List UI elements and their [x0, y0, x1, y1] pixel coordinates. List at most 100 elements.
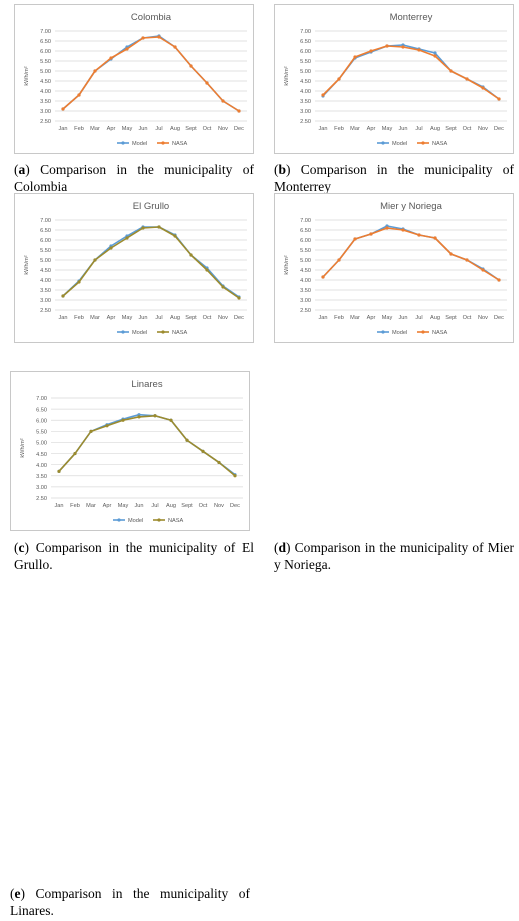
x-tick-label: Apr [367, 126, 376, 132]
data-point-nasa [141, 226, 145, 230]
x-tick-label: Jul [415, 126, 422, 132]
y-tick-label: 3.50 [40, 288, 51, 294]
x-tick-label: Mar [90, 315, 100, 321]
x-tick-label: Nov [478, 126, 488, 132]
y-tick-label: 4.00 [40, 89, 51, 95]
chart-title: El Grullo [133, 201, 169, 212]
x-tick-label: Apr [367, 315, 376, 321]
caption-text: Comparison in the municipality of Monter… [274, 162, 514, 194]
chart-panel-el-grullo: El Grullo 7.00 6.50 6.00 5.50 5.00 4.50 4.00 3.5… [14, 193, 254, 575]
x-tick-label: Dec [234, 126, 244, 132]
x-tick-label: Dec [234, 315, 244, 321]
data-point-nasa [185, 438, 189, 442]
y-tick-label: 5.50 [300, 59, 311, 65]
y-tick-label: 6.00 [40, 238, 51, 244]
y-tick-label: 4.00 [300, 89, 311, 95]
y-tick-label: 5.00 [300, 69, 311, 75]
x-tick-label: Apr [107, 126, 116, 132]
x-tick-label: Jan [318, 315, 327, 321]
x-tick-label: Oct [463, 315, 472, 321]
y-tick-label: 6.00 [300, 238, 311, 244]
data-point-nasa [221, 285, 225, 289]
data-point-nasa [481, 86, 485, 90]
x-tick-label: Jun [138, 315, 147, 321]
data-point-nasa [449, 69, 453, 73]
chart-title: Monterrey [390, 12, 433, 23]
legend-label-model: Model [392, 141, 407, 147]
chart-frame: El Grullo 7.00 6.50 6.00 5.50 5.00 4.50 4.00 3.5… [14, 193, 254, 343]
y-tick-label: 3.00 [36, 485, 47, 491]
legend-marker-model [381, 141, 385, 145]
y-tick-label: 3.50 [40, 99, 51, 105]
data-point-nasa [353, 237, 357, 241]
x-tick-label: May [122, 315, 133, 321]
y-tick-label: 3.50 [300, 99, 311, 105]
y-tick-label: 5.50 [36, 430, 47, 436]
chart-colombia: Colombia 7.00 6.50 6.00 5.50 5.00 4.50 4.00 3.50… [24, 12, 247, 147]
x-tick-label: Jul [155, 315, 162, 321]
legend-label-nasa: NASA [432, 141, 448, 147]
legend-marker-nasa [161, 330, 165, 334]
data-point-nasa [217, 460, 221, 465]
data-point-nasa [61, 107, 65, 111]
caption-label: d [278, 540, 287, 555]
chart-frame: Linares 7.00 6.50 6.00 5.50 5.00 4.50 4.00 3.50 3… [10, 371, 250, 531]
y-tick-label: 4.50 [300, 79, 311, 85]
data-point-nasa [417, 233, 421, 237]
caption-label: c [18, 540, 25, 555]
chart-frame: Colombia 7.00 6.50 6.00 5.50 5.00 4.50 4.00 3.50… [14, 4, 254, 154]
caption-text: Comparison in the municipality of Colomb… [14, 162, 254, 194]
legend: Model NASA [113, 518, 184, 524]
series-line-nasa [62, 226, 240, 299]
y-axis-label: kWh/m² [24, 255, 30, 274]
y-tick-label: 6.50 [300, 39, 311, 45]
data-point-nasa [321, 93, 325, 97]
y-tick-label: 3.00 [40, 298, 51, 304]
legend-marker-nasa [421, 141, 425, 145]
data-point-model [433, 51, 437, 55]
data-point-nasa [337, 258, 341, 262]
figure-caption: (e) Comparison in the municipality of Li… [10, 886, 250, 918]
y-tick-label: 4.50 [40, 268, 51, 274]
y-tick-label: 4.50 [300, 268, 311, 274]
figure-caption: (a) Comparison in the municipality of Co… [14, 162, 254, 194]
x-tick-label: Dec [494, 315, 504, 321]
x-tick-label: May [118, 503, 129, 509]
data-point-nasa [109, 246, 113, 250]
legend-marker-model [121, 330, 125, 334]
figure-caption: (b) Comparison in the municipality of Mo… [274, 162, 514, 194]
legend-marker-nasa [161, 141, 165, 145]
data-point-nasa [205, 268, 209, 272]
y-tick-label: 6.00 [300, 49, 311, 55]
y-tick-label: 6.50 [40, 228, 51, 234]
y-tick-label: 2.50 [40, 308, 51, 314]
x-tick-label: Feb [70, 503, 80, 509]
chart-panel-monterrey: Monterrey 7.00 6.50 6.00 5.50 5.00 4.50 4.00 3.5… [274, 4, 514, 197]
series-line-model [58, 413, 236, 476]
y-tick-label: 3.00 [40, 109, 51, 115]
y-tick-label: 6.50 [300, 228, 311, 234]
chart-title: Linares [131, 379, 162, 390]
x-tick-label: May [382, 126, 393, 132]
data-point-nasa [401, 45, 405, 49]
legend: Model NASA [377, 330, 448, 336]
y-tick-label: 5.00 [300, 258, 311, 264]
x-tick-label: Jan [318, 126, 327, 132]
legend-marker-model [117, 518, 121, 522]
data-point-nasa [157, 225, 161, 229]
series-line-nasa [58, 414, 236, 477]
series-line-model [322, 225, 500, 281]
x-tick-label: Aug [166, 503, 176, 509]
legend: Model NASA [377, 141, 448, 147]
data-point-nasa [337, 77, 341, 81]
figure-caption: (d) Comparison in the municipality of Mi… [274, 540, 514, 572]
data-point-nasa [497, 278, 501, 282]
data-point-nasa [189, 253, 193, 257]
x-tick-label: Oct [203, 315, 212, 321]
data-point-nasa [125, 236, 129, 240]
chart-title: Mier y Noriega [380, 201, 442, 212]
y-tick-label: 6.00 [40, 49, 51, 55]
data-point-nasa [77, 93, 81, 97]
x-tick-label: Jan [54, 503, 63, 509]
data-point-nasa [417, 48, 421, 52]
